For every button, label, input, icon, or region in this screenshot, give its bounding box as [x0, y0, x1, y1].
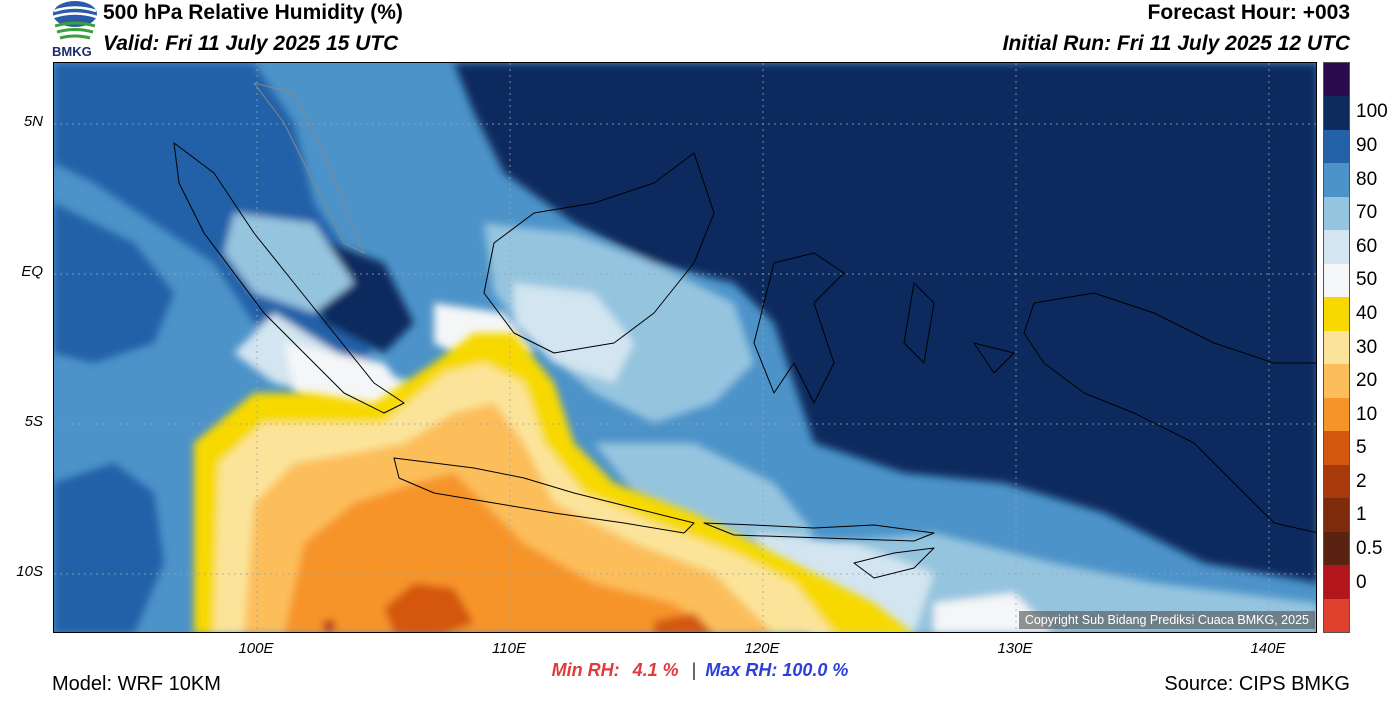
- colorbar-label: 5: [1356, 437, 1367, 459]
- copyright-notice: Copyright Sub Bidang Prediksi Cuaca BMKG…: [1018, 611, 1315, 629]
- bmkg-logo: BMKG: [50, 0, 100, 62]
- colorbar-segment: [1324, 397, 1349, 432]
- max-rh-value: 100.0 %: [782, 660, 849, 680]
- forecast-hour: Forecast Hour: +003: [1147, 1, 1351, 24]
- colorbar: [1323, 62, 1350, 633]
- x-tick-110e: 110E: [492, 640, 526, 657]
- colorbar-segment: [1324, 364, 1349, 398]
- valid-time: Valid: Fri 11 July 2025 15 UTC: [103, 32, 399, 55]
- colorbar-label: 60: [1356, 235, 1378, 257]
- colorbar-label: 70: [1356, 202, 1378, 224]
- colorbar-segment: [1324, 498, 1349, 532]
- y-tick-eq: EQ: [21, 263, 43, 280]
- colorbar-label: 1: [1356, 504, 1367, 526]
- colorbar-segment: [1324, 263, 1349, 298]
- initial-run: Initial Run: Fri 11 July 2025 12 UTC: [1002, 32, 1350, 55]
- colorbar-label: 2: [1356, 470, 1367, 492]
- colorbar-segment: [1324, 196, 1349, 231]
- colorbar-segment: [1324, 598, 1349, 632]
- y-tick-5s: 5S: [24, 413, 43, 430]
- x-tick-130e: 130E: [997, 640, 1033, 657]
- logo-text: BMKG: [52, 44, 92, 59]
- min-rh-label: Min RH:: [551, 660, 620, 680]
- colorbar-segment: [1324, 230, 1349, 264]
- y-tick-10s: 10S: [16, 563, 43, 580]
- colorbar-label: 80: [1356, 168, 1378, 190]
- humidity-field: [54, 63, 1316, 632]
- colorbar-label: 0: [1356, 571, 1367, 593]
- colorbar-label: 90: [1356, 134, 1378, 156]
- bmkg-emblem-icon: [52, 1, 98, 40]
- colorbar-label: 40: [1356, 302, 1378, 324]
- colorbar-segment: [1324, 531, 1349, 566]
- stats-separator: |: [691, 660, 697, 680]
- x-tick-140e: 140E: [1250, 640, 1286, 657]
- colorbar-segment: [1324, 63, 1349, 97]
- chart-title: 500 hPa Relative Humidity (%): [103, 1, 403, 24]
- colorbar-segment: [1324, 96, 1349, 130]
- colorbar-segment: [1324, 431, 1349, 465]
- colorbar-segment: [1324, 129, 1349, 164]
- humidity-map: [53, 62, 1317, 633]
- min-rh-value: 4.1 %: [632, 660, 679, 680]
- x-tick-120e: 120E: [744, 640, 780, 657]
- colorbar-segment: [1324, 464, 1349, 499]
- colorbar-label: 50: [1356, 269, 1378, 291]
- source-label: Source: CIPS BMKG: [1164, 673, 1350, 695]
- colorbar-segment: [1324, 330, 1349, 365]
- max-rh-label: Max RH:: [705, 660, 778, 680]
- colorbar-label: 10: [1356, 403, 1378, 425]
- rh-stats: Min RH: 4.1 % | Max RH: 100.0 %: [0, 660, 1400, 681]
- model-label: Model: WRF 10KM: [52, 673, 221, 695]
- colorbar-segment: [1324, 297, 1349, 331]
- colorbar-segment: [1324, 163, 1349, 197]
- colorbar-segment: [1324, 565, 1349, 599]
- colorbar-label: 20: [1356, 370, 1378, 392]
- colorbar-label: 30: [1356, 336, 1378, 358]
- colorbar-label: 100: [1356, 101, 1388, 123]
- y-tick-5n: 5N: [23, 113, 43, 130]
- x-tick-100e: 100E: [238, 640, 274, 657]
- colorbar-label: 0.5: [1356, 538, 1383, 560]
